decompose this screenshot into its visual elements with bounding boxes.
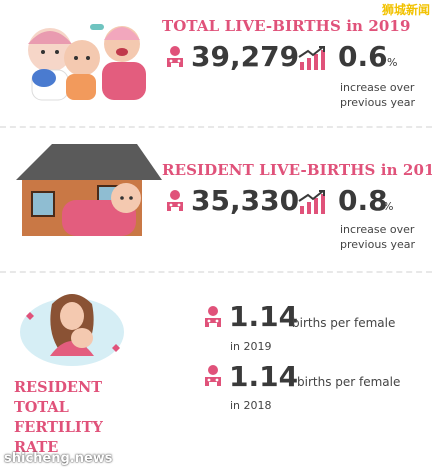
tfr-2019-unit: births per female xyxy=(292,316,396,330)
tfr-2019-value: 1.14 xyxy=(229,300,299,333)
resident-births-pct: 0.8 xyxy=(338,184,388,217)
resident-births-pct-note-1: increase over xyxy=(340,223,415,236)
growth-chart-icon xyxy=(298,190,325,214)
total-births-title: TOTAL LIVE-BIRTHS in 2019 xyxy=(162,17,411,35)
tfr-label-1: RESIDENT xyxy=(14,379,103,396)
house-baby-illustration xyxy=(16,144,162,236)
tfr-2018-unit: births per female xyxy=(297,375,401,389)
tfr-2018-value: 1.14 xyxy=(229,360,299,393)
source-badge: 狮城新闻 xyxy=(381,3,430,17)
total-births-pct-note-2: previous year xyxy=(340,96,416,109)
resident-births-pct-note-2: previous year xyxy=(340,238,416,251)
tfr-label-2: TOTAL xyxy=(14,399,69,416)
tfr-2019-year: in 2019 xyxy=(230,340,272,353)
baby-icon xyxy=(167,46,183,67)
babies-illustration xyxy=(28,24,146,101)
total-births-value: 39,279 xyxy=(191,40,300,73)
tfr-label-4: RATE xyxy=(14,439,59,456)
baby-icon xyxy=(167,190,183,211)
watermark: shicheng.news xyxy=(4,451,113,466)
baby-icon xyxy=(205,365,221,386)
baby-icon xyxy=(205,306,221,327)
tfr-2018-year: in 2018 xyxy=(230,399,272,412)
section-divider xyxy=(0,126,432,128)
mother-baby-illustration xyxy=(20,294,124,366)
total-births-pct: 0.6 xyxy=(338,40,388,73)
growth-chart-icon xyxy=(298,46,325,70)
resident-births-title: RESIDENT LIVE-BIRTHS in 2019 xyxy=(162,161,432,179)
total-births-pct-unit: % xyxy=(387,56,398,69)
tfr-label-3: FERTILITY xyxy=(14,419,103,436)
total-births-pct-note-1: increase over xyxy=(340,81,415,94)
section-divider xyxy=(0,271,432,273)
resident-births-pct-unit: % xyxy=(383,200,394,213)
resident-births-value: 35,330 xyxy=(191,184,300,217)
